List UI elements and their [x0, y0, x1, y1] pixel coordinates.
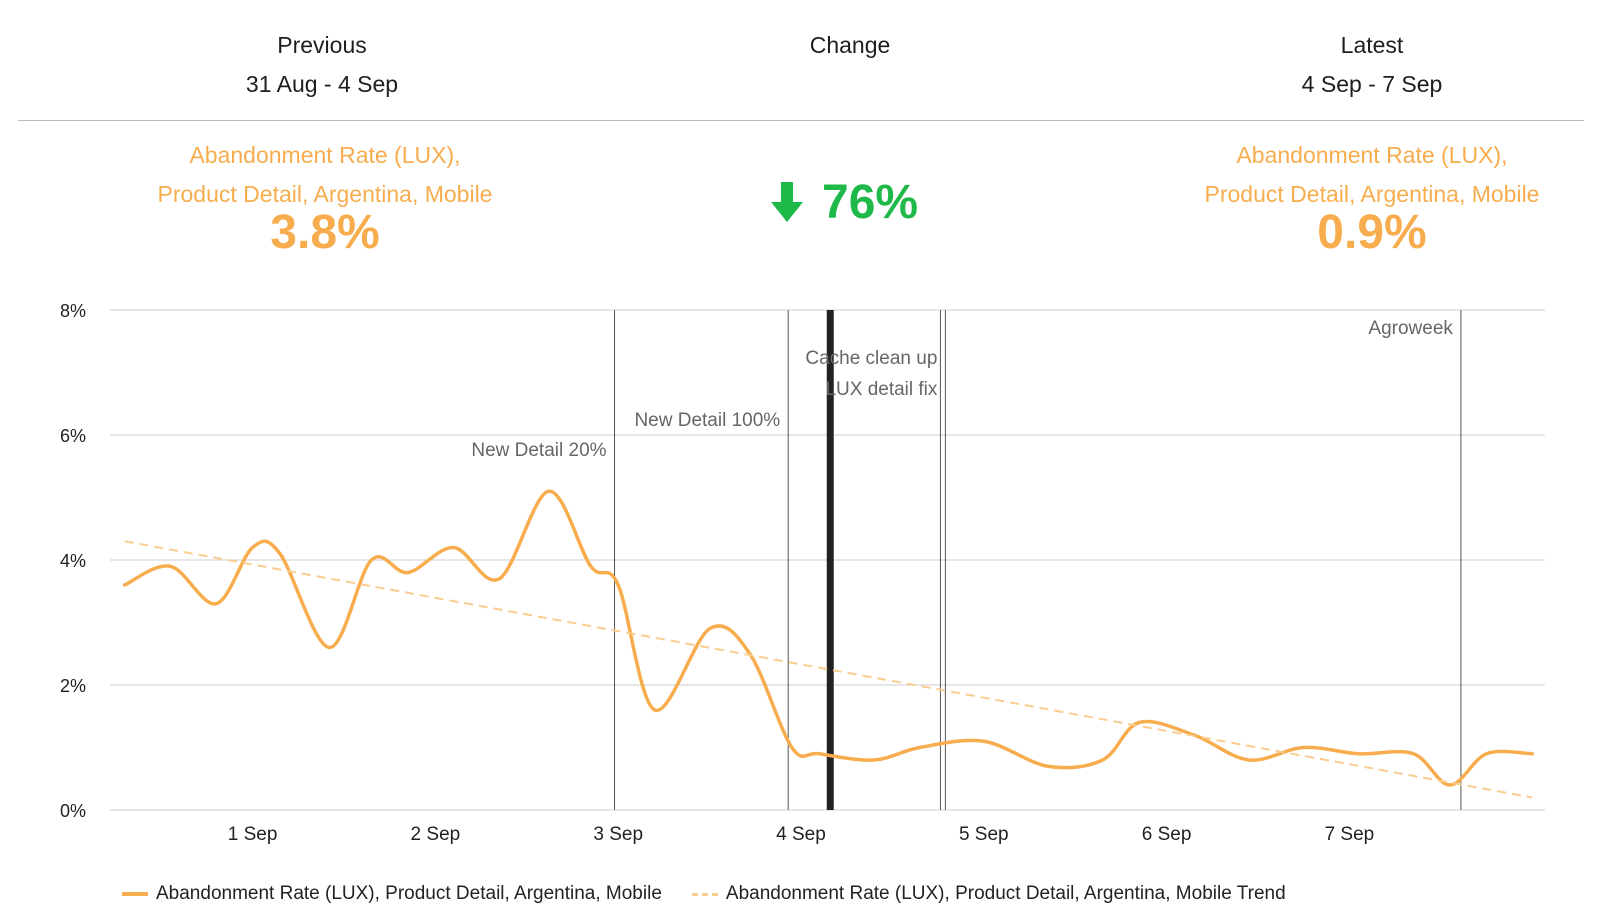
- change-title: Change: [809, 32, 891, 58]
- arrow-down-icon: [771, 182, 803, 222]
- change-header: Change: [700, 26, 1000, 65]
- legend-swatch-solid: [122, 892, 148, 896]
- annotation-label: New Detail 100%: [634, 410, 780, 431]
- y-tick-label: 0%: [60, 801, 86, 821]
- y-tick-label: 2%: [60, 676, 86, 696]
- change-value: 76%: [822, 175, 919, 229]
- latest-metric-value: 0.9%: [1317, 206, 1427, 259]
- x-tick-label: 2 Sep: [411, 824, 461, 845]
- chart-legend: Abandonment Rate (LUX), Product Detail, …: [122, 883, 1316, 905]
- x-tick-label: 6 Sep: [1142, 824, 1192, 845]
- previous-metric-value: 3.8%: [270, 206, 380, 259]
- header-divider: [18, 120, 1584, 121]
- previous-metric-label-line1: Abandonment Rate (LUX),: [189, 142, 461, 168]
- legend-item-series[interactable]: Abandonment Rate (LUX), Product Detail, …: [122, 883, 662, 905]
- annotation-label: LUX detail fix: [825, 379, 937, 400]
- previous-header: Previous 31 Aug - 4 Sep: [172, 26, 472, 104]
- latest-metric-label-line2: Product Detail, Argentina, Mobile: [1204, 181, 1540, 207]
- series-line: [122, 489, 1534, 787]
- abandonment-rate-chart: 0% 2% 4% 6% 8% 1 Sep 2 Sep 3 Sep 4 Sep 5 Sep 6 Sep…: [60, 301, 1545, 845]
- x-tick-label: 7 Sep: [1325, 824, 1375, 845]
- annotation-label: Cache clean up: [805, 348, 937, 369]
- latest-range: 4 Sep - 7 Sep: [1301, 71, 1443, 97]
- latest-header: Latest 4 Sep - 7 Sep: [1222, 26, 1522, 104]
- previous-metric: Abandonment Rate (LUX), Product Detail, …: [95, 136, 555, 259]
- latest-title: Latest: [1340, 32, 1404, 58]
- previous-range: 31 Aug - 4 Sep: [245, 71, 399, 97]
- x-tick-label: 5 Sep: [959, 824, 1009, 845]
- x-tick-label: 1 Sep: [228, 824, 278, 845]
- legend-label-trend: Abandonment Rate (LUX), Product Detail, …: [725, 883, 1286, 904]
- annotation-label: New Detail 20%: [471, 440, 606, 461]
- y-tick-label: 8%: [60, 301, 86, 321]
- legend-item-trend[interactable]: Abandonment Rate (LUX), Product Detail, …: [691, 883, 1286, 905]
- annotation-label: Agroweek: [1368, 318, 1453, 339]
- previous-title: Previous: [277, 32, 367, 58]
- legend-swatch-dashed: [691, 892, 718, 896]
- legend-label-series: Abandonment Rate (LUX), Product Detail, …: [156, 883, 662, 904]
- latest-metric-label-line1: Abandonment Rate (LUX),: [1236, 142, 1508, 168]
- trend-line: [124, 540, 1533, 799]
- y-tick-label: 6%: [60, 426, 86, 446]
- previous-metric-label-line2: Product Detail, Argentina, Mobile: [157, 181, 493, 207]
- x-tick-label: 4 Sep: [776, 824, 826, 845]
- latest-metric: Abandonment Rate (LUX), Product Detail, …: [1142, 136, 1600, 259]
- change-indicator: 76%: [770, 172, 918, 232]
- y-tick-label: 4%: [60, 551, 86, 571]
- x-tick-label: 3 Sep: [593, 824, 643, 845]
